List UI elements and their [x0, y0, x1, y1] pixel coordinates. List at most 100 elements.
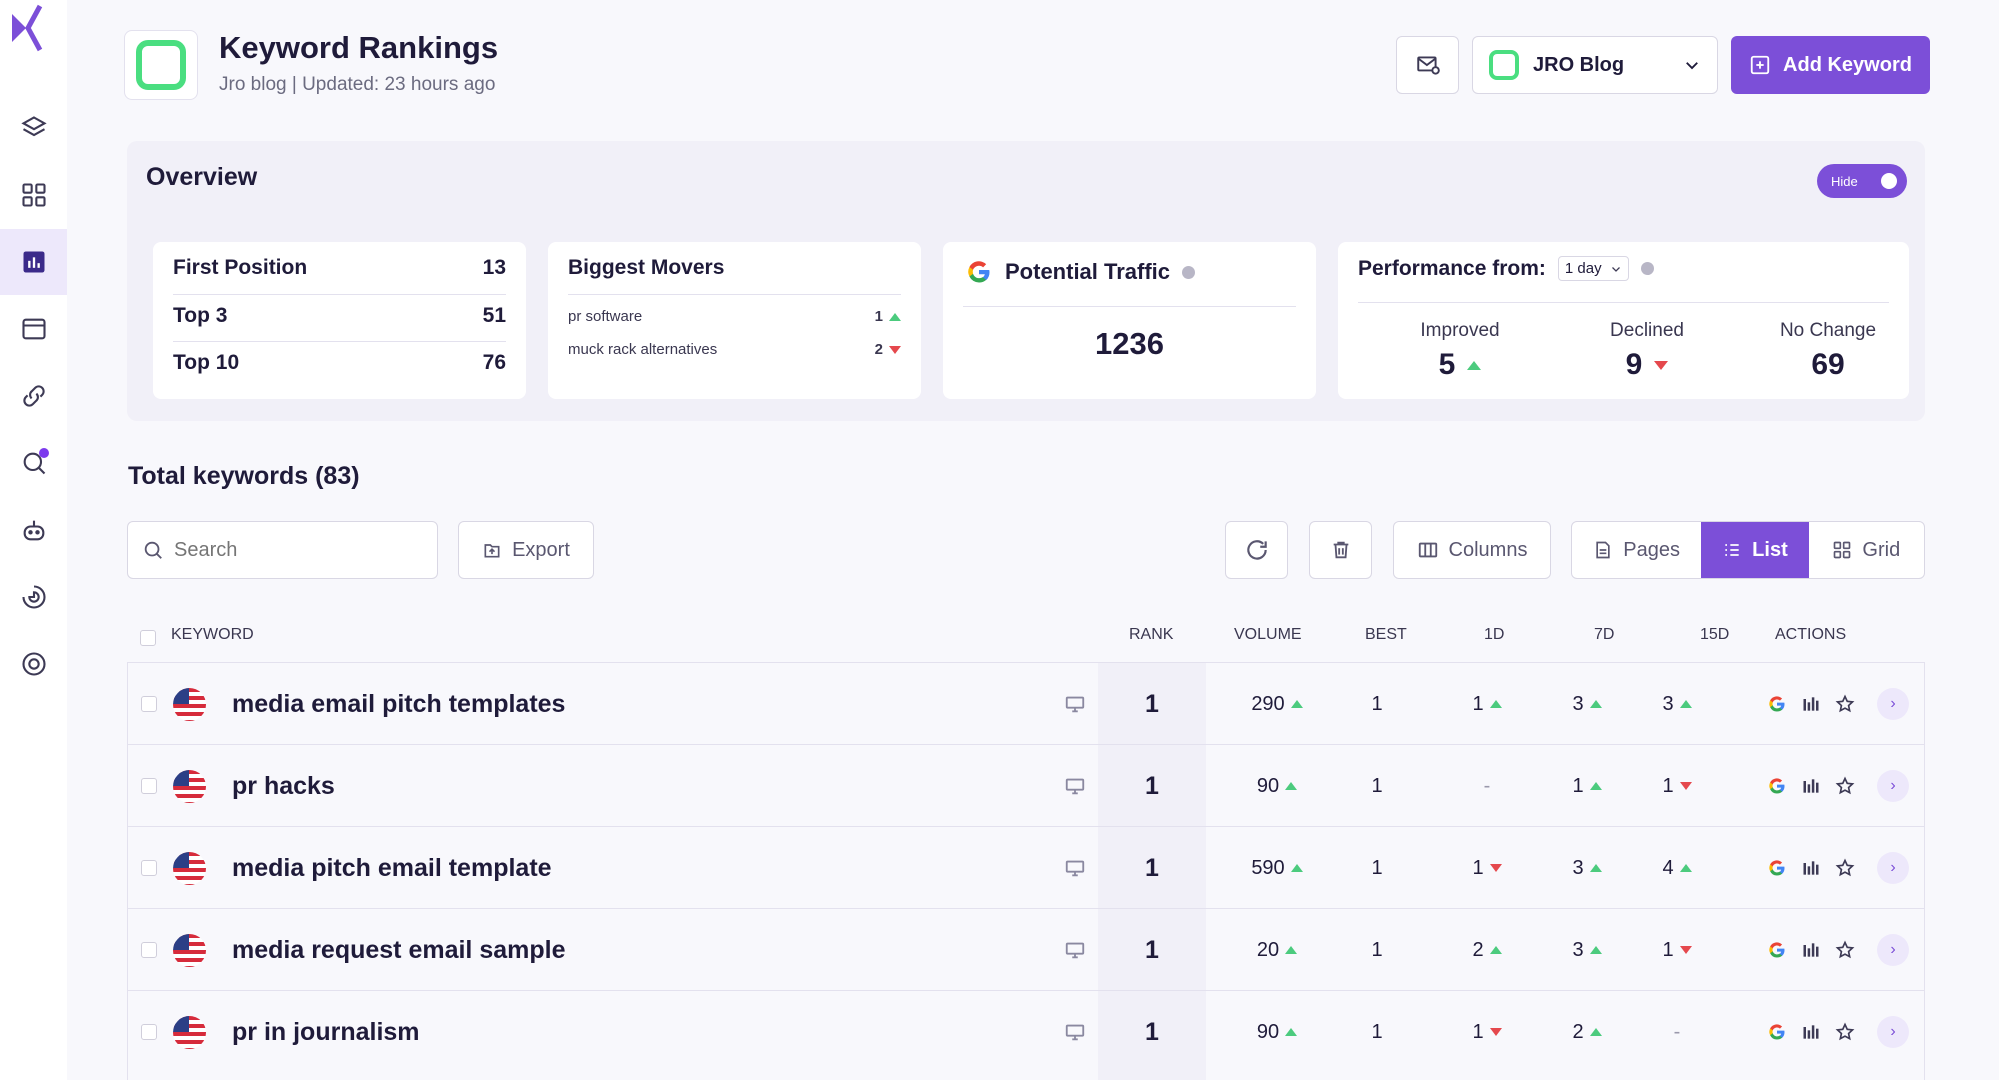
device-cell [1064, 663, 1086, 745]
nav-rankings[interactable] [0, 229, 67, 295]
google-icon[interactable] [1767, 1022, 1787, 1042]
change-d1-value: 1 [1472, 1020, 1484, 1043]
col-7d[interactable]: 7D [1594, 626, 1615, 643]
period-select[interactable]: 1 day [1557, 256, 1629, 281]
volume-cell: 90 [1217, 991, 1337, 1073]
col-15d[interactable]: 15D [1700, 626, 1730, 643]
table-row[interactable]: pr hacks 1 90 1 - 1 1 › [127, 744, 1925, 826]
bar-chart-icon[interactable] [1801, 858, 1821, 878]
col-keyword[interactable]: KEYWORD [171, 626, 254, 643]
google-icon[interactable] [1767, 940, 1787, 960]
columns-label: Columns [1448, 538, 1528, 561]
nav-analytics[interactable] [0, 564, 67, 630]
device-cell [1064, 991, 1086, 1073]
rank-value: 1 [1145, 689, 1159, 718]
up-arrow-icon [889, 312, 901, 321]
change-d1-value: 1 [1472, 856, 1484, 879]
change-d7-value: 3 [1572, 938, 1584, 961]
keyword-cell[interactable]: media email pitch templates [232, 663, 565, 745]
row-expand: › [1877, 663, 1909, 745]
view-list-button[interactable]: List [1701, 522, 1809, 578]
volume-cell: 290 [1217, 663, 1337, 745]
table-row[interactable]: media pitch email template 1 590 1 1 3 4 › [127, 826, 1925, 908]
google-icon[interactable] [1767, 858, 1787, 878]
up-arrow-icon [1285, 782, 1298, 790]
star-icon[interactable] [1835, 940, 1855, 960]
flag-cell [173, 991, 206, 1073]
bar-chart-icon[interactable] [1801, 776, 1821, 796]
hide-label: Hide [1831, 173, 1858, 189]
google-icon[interactable] [1767, 694, 1787, 714]
search-box[interactable] [127, 521, 438, 579]
star-icon[interactable] [1835, 694, 1855, 714]
robot-icon [23, 520, 44, 541]
email-report-button[interactable] [1396, 36, 1459, 94]
down-arrow-icon [1679, 782, 1692, 790]
view-pages-button[interactable]: Pages [1572, 522, 1701, 578]
mover-value: 1 [874, 308, 883, 325]
row-checkbox[interactable] [141, 942, 157, 958]
col-volume[interactable]: VOLUME [1234, 626, 1302, 643]
export-button[interactable]: Export [458, 521, 594, 579]
keyword-cell[interactable]: pr hacks [232, 745, 335, 827]
select-all-checkbox[interactable] [140, 630, 156, 646]
col-actions: ACTIONS [1775, 626, 1847, 643]
row-checkbox[interactable] [141, 860, 157, 876]
delete-button[interactable] [1309, 521, 1372, 579]
nav-bot[interactable] [0, 497, 67, 563]
row-checkbox[interactable] [141, 696, 157, 712]
chevron-right-icon[interactable]: › [1877, 688, 1909, 720]
table-row[interactable]: media request email sample 1 20 1 2 3 1 › [127, 908, 1925, 990]
col-rank[interactable]: RANK [1129, 626, 1174, 643]
hide-overview-toggle[interactable]: Hide [1817, 164, 1907, 198]
table-row[interactable]: media email pitch templates 1 290 1 1 3 3 › [127, 662, 1925, 744]
star-icon[interactable] [1835, 1022, 1855, 1042]
keyword-cell[interactable]: media request email sample [232, 909, 565, 991]
star-icon[interactable] [1835, 858, 1855, 878]
keyword-cell[interactable]: pr in journalism [232, 991, 420, 1073]
change-d1-cell: - [1447, 745, 1527, 827]
nav-links[interactable] [0, 363, 67, 429]
nav-layers[interactable] [0, 95, 67, 161]
view-grid-button[interactable]: Grid [1809, 522, 1924, 578]
col-1d[interactable]: 1D [1484, 626, 1505, 643]
chevron-right-icon[interactable]: › [1877, 934, 1909, 966]
keyword-cell[interactable]: media pitch email template [232, 827, 552, 909]
row-checkbox[interactable] [141, 778, 157, 794]
us-flag-icon [173, 769, 206, 803]
desktop-icon [1065, 942, 1085, 959]
google-icon[interactable] [1767, 776, 1787, 796]
nav-search[interactable] [0, 430, 67, 496]
columns-button[interactable]: Columns [1393, 521, 1551, 579]
down-arrow-icon [889, 345, 901, 354]
add-keyword-button[interactable]: Add Keyword [1731, 36, 1930, 94]
nav-browser[interactable] [0, 296, 67, 362]
table-row[interactable]: pr in journalism 1 90 1 1 2 - › [127, 990, 1925, 1072]
search-input[interactable] [174, 538, 394, 562]
refresh-button[interactable] [1225, 521, 1288, 579]
change-d15-value: - [1673, 1020, 1681, 1043]
bar-chart-icon[interactable] [1801, 940, 1821, 960]
chevron-right-icon[interactable]: › [1877, 852, 1909, 884]
site-select[interactable]: JRO Blog [1472, 36, 1718, 94]
chevron-right-icon[interactable]: › [1877, 770, 1909, 802]
info-icon[interactable] [1182, 265, 1196, 279]
bar-chart-icon[interactable] [1801, 694, 1821, 714]
star-icon[interactable] [1835, 776, 1855, 796]
change-d15-cell: 3 [1627, 663, 1727, 745]
col-best[interactable]: BEST [1365, 626, 1407, 643]
info-icon[interactable] [1640, 262, 1654, 275]
nav-dashboard[interactable] [0, 162, 67, 228]
first-position-row: First Position 13 [173, 256, 506, 280]
app-logo[interactable] [10, 4, 44, 52]
bar-chart-icon[interactable] [1801, 1022, 1821, 1042]
down-arrow-icon [1654, 360, 1669, 370]
improved-label: Improved [1420, 320, 1500, 341]
mover-item[interactable]: muck rack alternatives 2 [568, 341, 901, 358]
nav-settings[interactable] [0, 631, 67, 697]
row-checkbox[interactable] [141, 1024, 157, 1040]
volume-cell: 20 [1217, 909, 1337, 991]
mover-item[interactable]: pr software 1 [568, 308, 901, 325]
chevron-right-icon[interactable]: › [1877, 1016, 1909, 1048]
mover-value: 2 [874, 341, 883, 358]
